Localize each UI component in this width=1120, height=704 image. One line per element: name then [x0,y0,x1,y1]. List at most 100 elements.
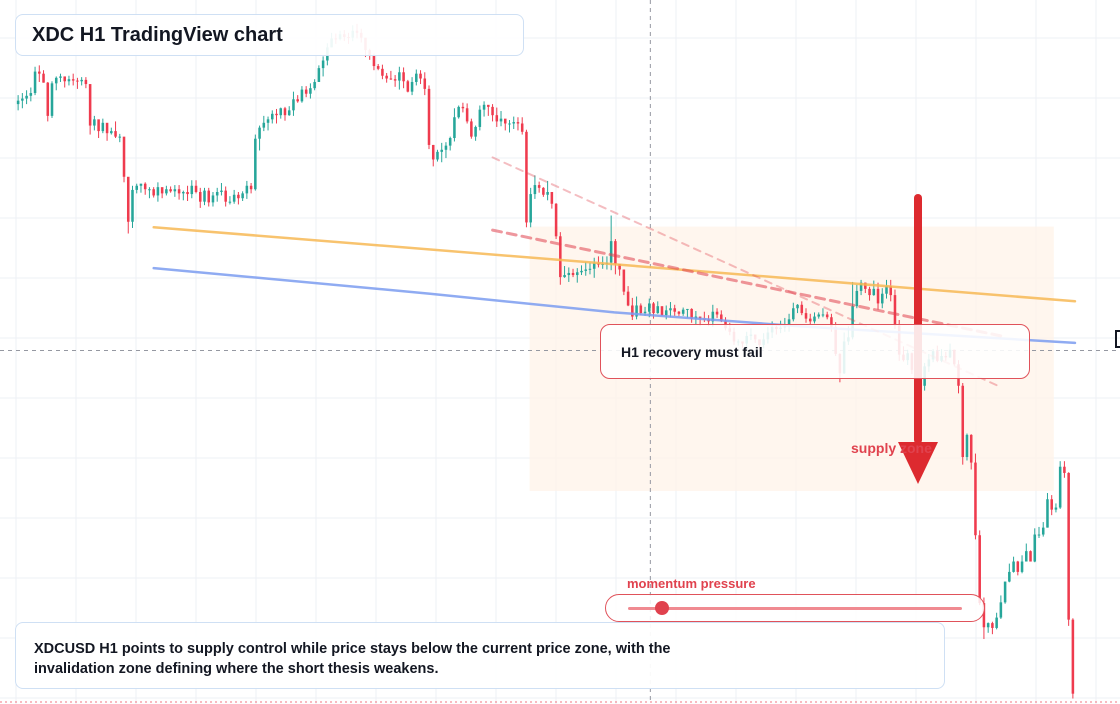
candle-body [135,185,138,190]
candle-body [457,106,460,118]
candle-body [1003,581,1007,603]
candle-body [889,286,893,296]
candle-body [139,183,143,186]
candle-body [626,291,630,306]
candle-body [1008,571,1011,582]
candle-body [258,127,261,139]
candle-body [436,151,439,160]
candle-body [440,149,443,152]
candle-body [182,191,185,194]
candle-body [232,194,236,202]
candle-body [499,118,503,122]
candle-body [618,263,621,270]
recovery-callout: H1 recovery must fail [600,324,1030,379]
supply-zone-label: supply zone [851,440,932,456]
candle-body [122,136,126,177]
candle-body [262,122,266,128]
candle-body [1037,534,1041,536]
candle-body [279,108,283,116]
momentum-gauge-track [628,607,962,610]
candle-body [677,311,681,314]
candle-body [503,118,507,124]
momentum-gauge-knob[interactable] [654,601,669,615]
candle-body [376,66,380,69]
candle-body [211,195,215,203]
candle-body [207,190,211,203]
candle-body [652,303,655,314]
candle-body [554,203,558,237]
candle-body [660,306,664,316]
candle-body [711,311,715,322]
candle-body [482,104,486,110]
candle-body [1029,551,1032,562]
candle-body [402,72,405,82]
candle-body [529,194,532,223]
candle-body [186,191,189,195]
candle-body [165,189,168,194]
candle-body [160,187,164,194]
candle-body [1046,499,1049,528]
candle-body [804,313,808,319]
candle-body [448,138,452,146]
candle-body [300,89,304,102]
candle-body [143,183,147,190]
candle-body [1071,619,1075,694]
candle-body [864,282,867,289]
candle-body [978,535,981,604]
candle-body [808,318,812,322]
candle-body [25,95,28,99]
candle-body [63,76,66,82]
candle-body [465,108,469,122]
candle-body [304,89,308,94]
summary-line-2: invalidation zone defining where the sho… [34,661,439,677]
candle-body [520,123,524,132]
candle-body [131,189,134,222]
candle-body [389,78,393,80]
candle-body [71,79,75,81]
candle-body [580,270,583,273]
candle-body [965,434,969,458]
candle-body [241,193,244,199]
candle-body [546,191,549,195]
candle-body [190,185,194,195]
candle-body [126,176,130,222]
candle-body [986,623,990,628]
candle-body [156,187,160,196]
candle-body [275,113,278,116]
candle-body [821,314,825,316]
crosshair-price-marker[interactable] [1115,330,1120,348]
candle-body [423,78,427,89]
candle-body [639,305,643,314]
candle-body [93,119,96,126]
candle-body [33,71,37,94]
candle-body [876,288,880,304]
candle-body [669,308,672,311]
candle-body [563,275,566,278]
candle-body [982,603,986,628]
candle-body [283,108,287,116]
candle-body [38,71,41,74]
candle-body [1050,499,1053,510]
candle-body [542,187,545,195]
candle-body [720,314,723,321]
candle-body [631,305,634,317]
candle-body [203,190,206,202]
candle-body [559,236,562,278]
candle-body [991,623,994,628]
candle-body [194,185,198,192]
candle-body [664,310,668,316]
candle-body [198,191,202,202]
candle-body [287,110,291,116]
candle-body [537,185,541,188]
candle-body [313,81,316,89]
candle-body [516,122,520,124]
candle-body [609,241,613,263]
recovery-callout-text: H1 recovery must fail [621,343,763,360]
candle-body [21,98,24,101]
candle-body [533,185,537,195]
candle-body [491,106,494,116]
sell-arrow-head [898,442,938,484]
candle-body [974,462,977,536]
candle-body [228,201,232,203]
